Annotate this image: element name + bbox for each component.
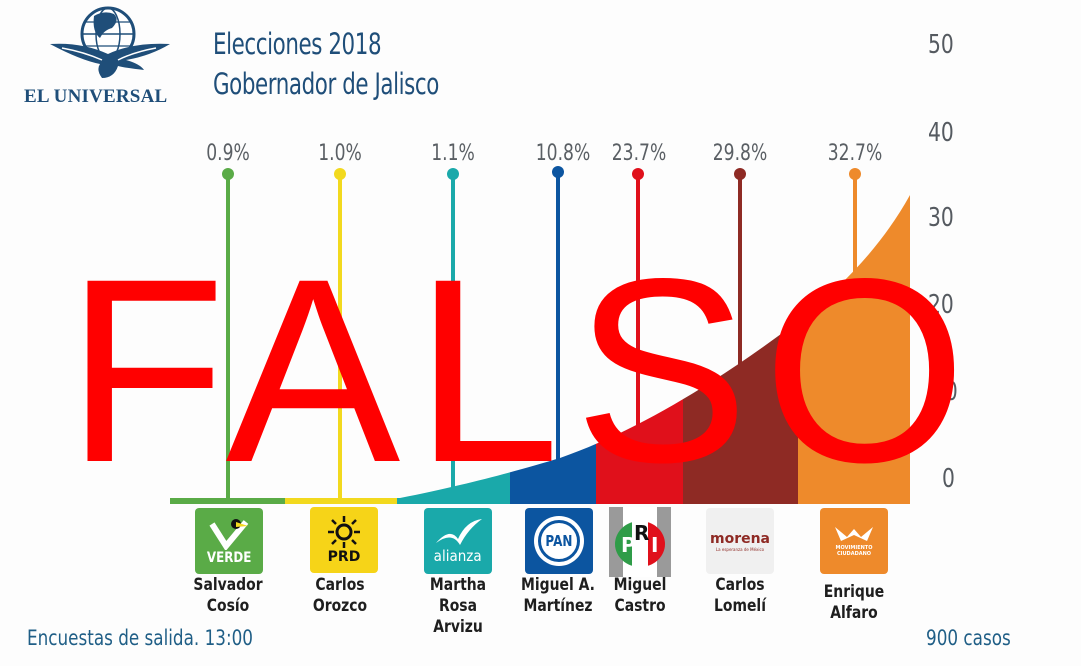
logo-pan: PAN [525,508,593,574]
y-tick-30: 30 [928,203,954,233]
candidate-lomeli: Carlos Lomelí [713,575,766,616]
morena-text: morena [709,530,771,547]
pri-r: R [634,521,650,545]
pct-label-castro: 23.7% [611,141,667,166]
chart-title-line1: Elecciones 2018 [213,27,382,61]
value-dots [222,166,861,180]
el-universal-logo: EL UNIVERSAL [22,4,192,112]
y-tick-50: 50 [928,30,954,60]
globe-eagle-icon [50,6,170,78]
chart-title-line2: Gobernador de Jalisco [213,67,439,101]
pct-label-martinez: 10.8% [535,141,591,166]
pan-text: PAN [545,532,573,550]
verde-text: VERDE [206,550,252,566]
logo-verde: VERDE [195,508,263,574]
logo-pri: P R I [609,507,671,577]
footer-sample-size: 900 casos [926,626,1011,650]
pct-label-orozco: 1.0% [318,141,362,166]
pct-label-cosio: 0.9% [206,141,250,166]
candidate-cosio: Salvador Cosío [193,575,263,616]
brand-name: EL UNIVERSAL [24,86,168,107]
falso-stamp: FALSO [66,224,981,517]
prd-text: PRD [327,549,361,565]
alianza-text: alianza [434,547,482,565]
pct-label-alfaro: 32.7% [827,141,883,166]
logo-morena: morena La esperanza de México [706,508,774,574]
logo-prd: PRD [310,507,378,573]
morena-tagline: La esperanza de México [715,546,765,552]
mc-text: MOVIMIENTO CIUDADANO [835,545,873,557]
y-tick-10: 10 [932,377,958,407]
bird-icon [436,519,482,545]
candidate-orozco: Carlos Orozco [312,575,368,616]
logo-nueva-alianza: alianza [424,508,492,574]
sun-icon [328,516,360,548]
toucan-check-icon [209,519,249,550]
eagle-icon [835,527,873,541]
pri-i: I [651,533,659,557]
candidate-alfaro: Enrique Alfaro [823,582,885,623]
y-tick-0: 0 [942,464,955,494]
logo-movimiento-ciudadano: MOVIMIENTO CIUDADANO [820,508,888,574]
pan-circle: PAN [534,516,584,566]
candidate-castro: Miguel Castro [613,575,667,616]
pri-p: P [621,533,636,557]
y-tick-40: 40 [928,118,954,148]
pct-label-lomeli: 29.8% [712,141,768,166]
candidate-arvizu: Martha Rosa Arvizu [429,575,487,637]
y-tick-20: 20 [928,290,954,320]
candidate-martinez: Miguel A. Martínez [520,575,595,616]
footer-source-note: Encuestas de salida. 13:00 [27,626,253,650]
pct-label-arvizu: 1.1% [431,141,475,166]
